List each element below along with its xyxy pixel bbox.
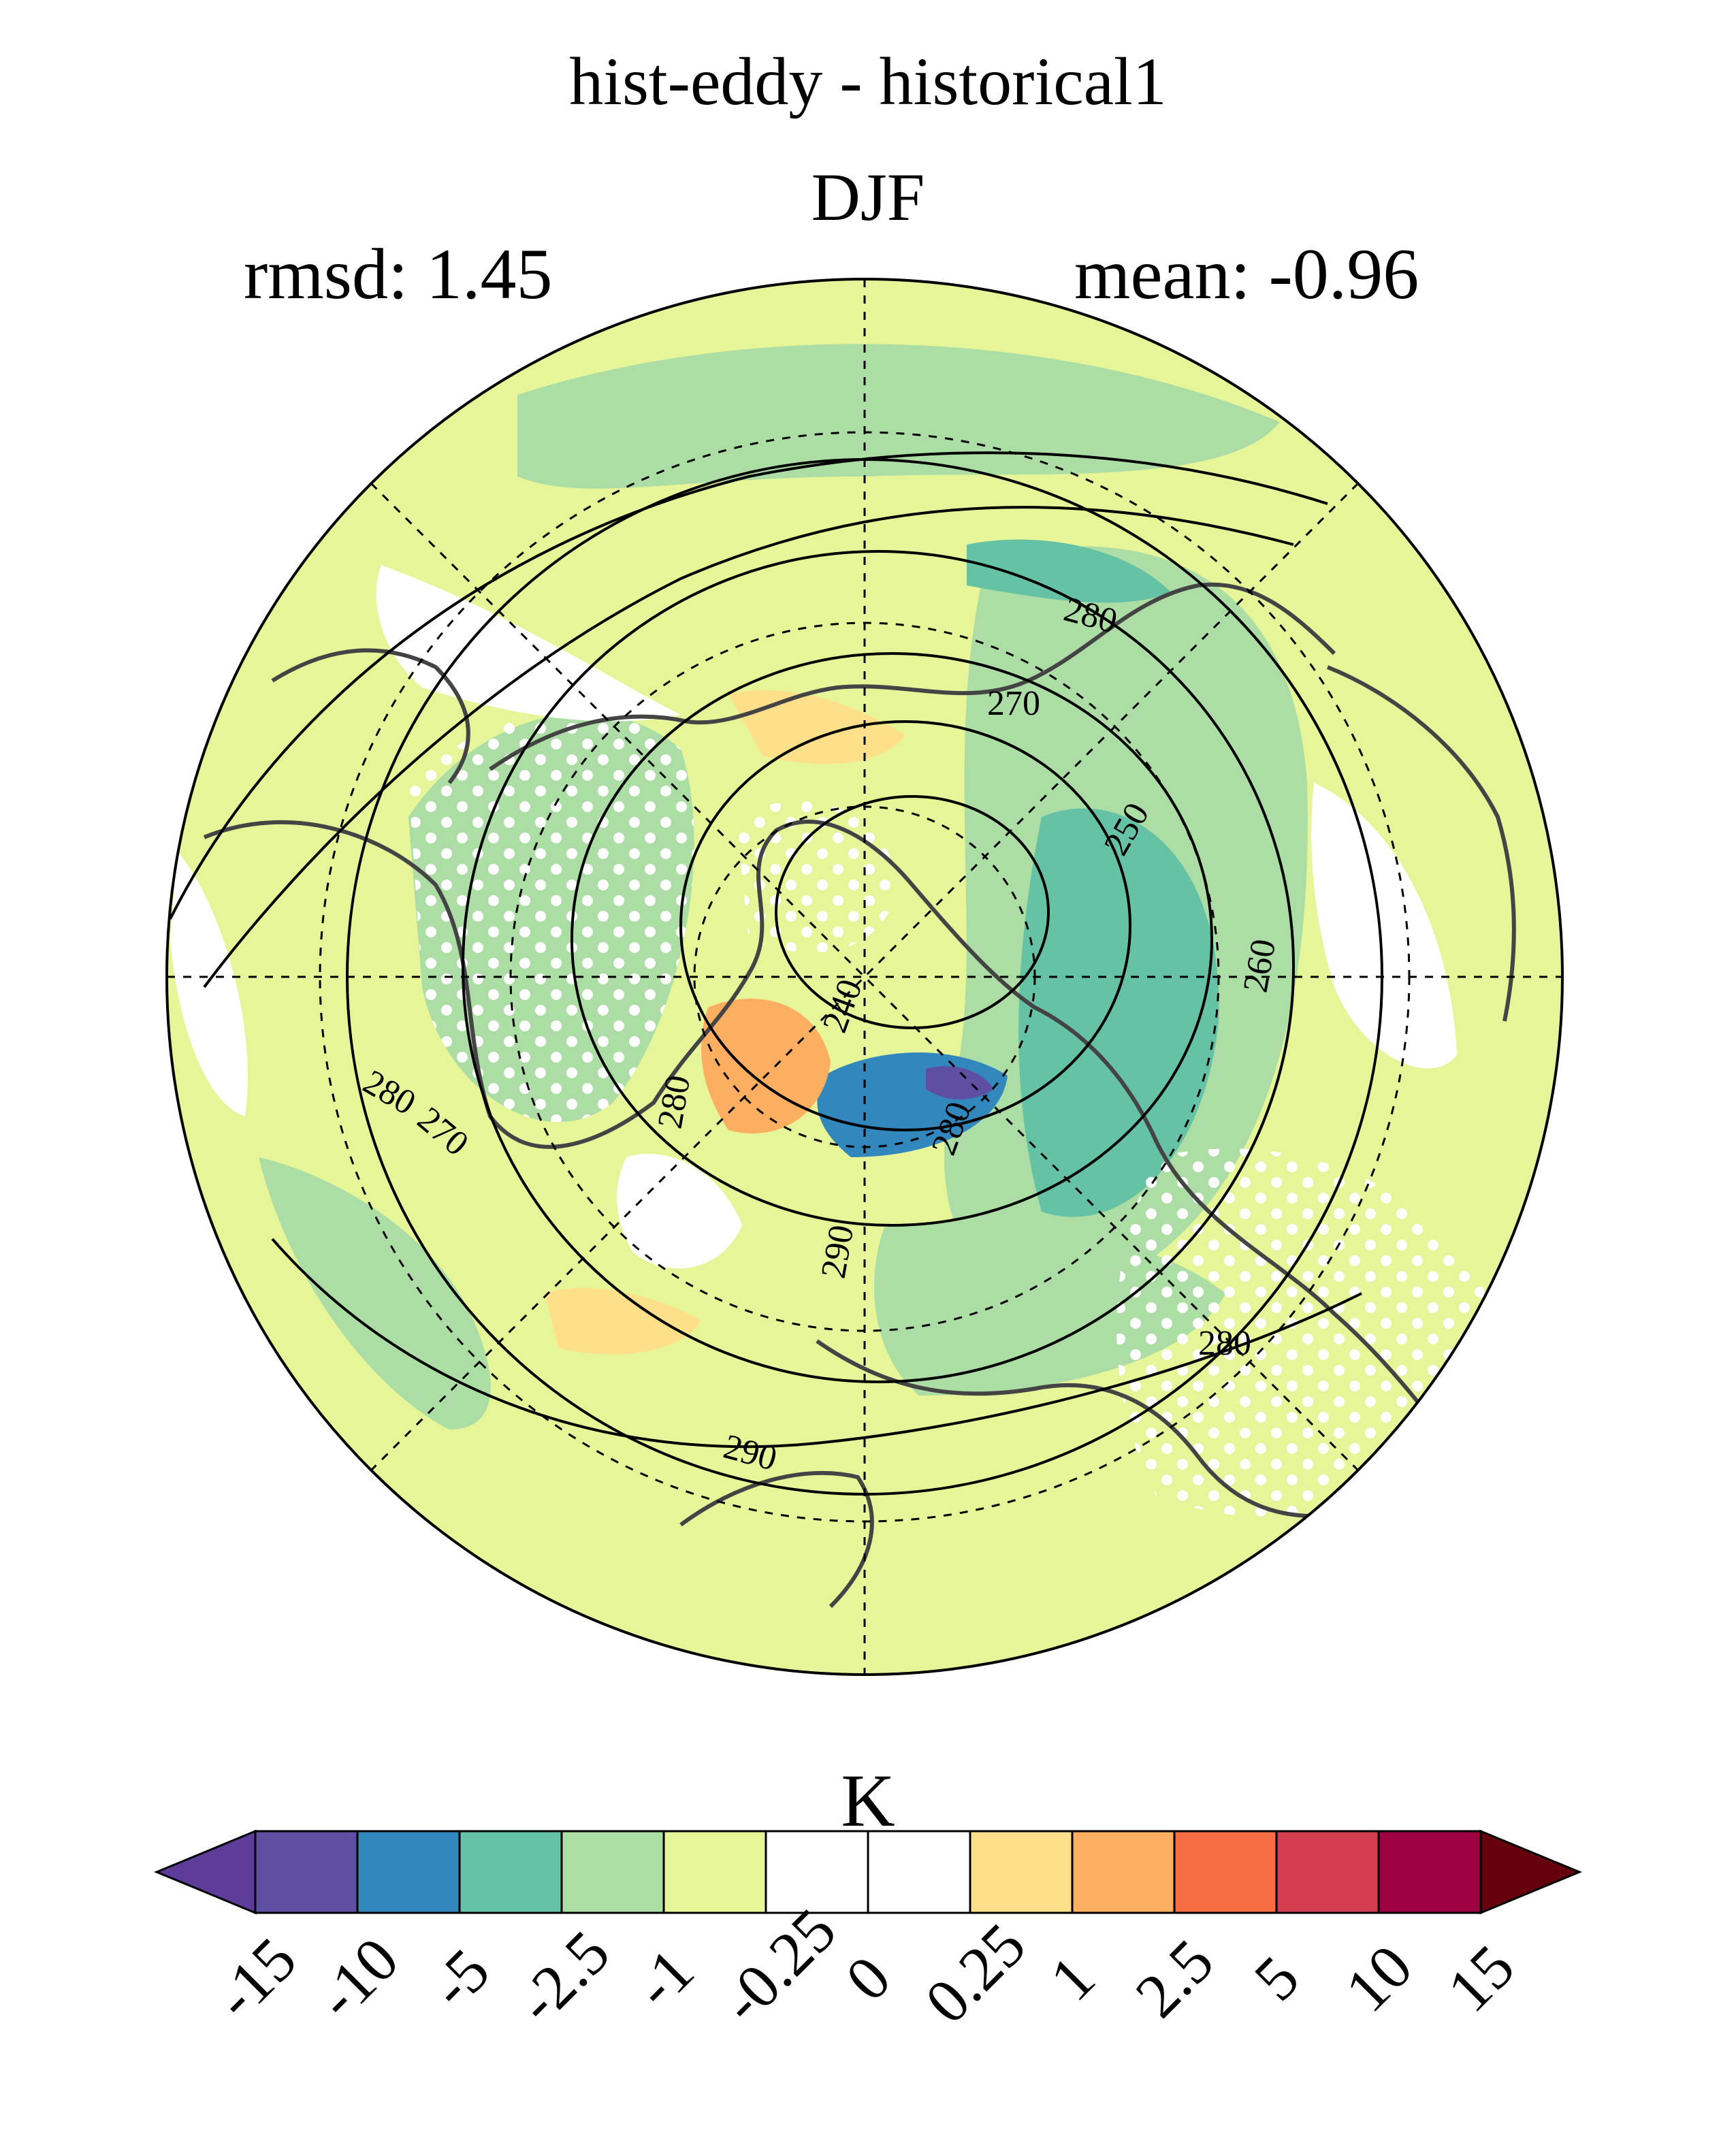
graticule	[167, 279, 1562, 1675]
rmsd-label: rmsd: 1.45	[244, 234, 553, 314]
anomaly-region	[728, 690, 905, 764]
anomaly-region	[259, 1157, 491, 1430]
contour-line	[462, 550, 1295, 1383]
anomaly-region	[170, 851, 248, 1116]
anomaly-region	[545, 1288, 701, 1355]
season-label: DJF	[811, 159, 925, 235]
contour-line	[271, 1238, 1362, 1449]
coastline	[679, 1470, 874, 1609]
contour-label: 260	[1236, 936, 1284, 995]
contour-label: 290	[814, 1222, 862, 1281]
mean-label: mean: -0.96	[1074, 234, 1419, 314]
stippling	[408, 711, 694, 1123]
coastline	[1326, 665, 1516, 1022]
anomaly-region	[1018, 808, 1219, 1217]
contour-line	[570, 652, 1213, 1227]
chart-title: hist-eddy - historical1	[569, 44, 1167, 119]
map-border	[165, 278, 1564, 1676]
anomaly-region	[617, 1153, 742, 1269]
anomaly-region	[926, 1066, 994, 1099]
anomaly-region	[1311, 783, 1457, 1069]
coastline	[489, 582, 1336, 771]
contour-label: 280	[651, 1072, 698, 1131]
contour-line	[679, 720, 1131, 1131]
anomaly-region	[701, 998, 831, 1134]
anomaly-region	[517, 344, 1280, 489]
contour-line	[169, 451, 1328, 920]
contour-label: 270	[987, 684, 1040, 723]
anomaly-region	[376, 565, 681, 722]
coastline	[816, 1339, 1362, 1519]
colorbar-units: K	[841, 1759, 895, 1842]
coastline	[271, 648, 470, 784]
contour-line	[775, 795, 1050, 1029]
contour-line	[203, 506, 1294, 988]
anomaly-region	[967, 539, 1171, 603]
contour-label: 280	[1198, 1324, 1251, 1363]
